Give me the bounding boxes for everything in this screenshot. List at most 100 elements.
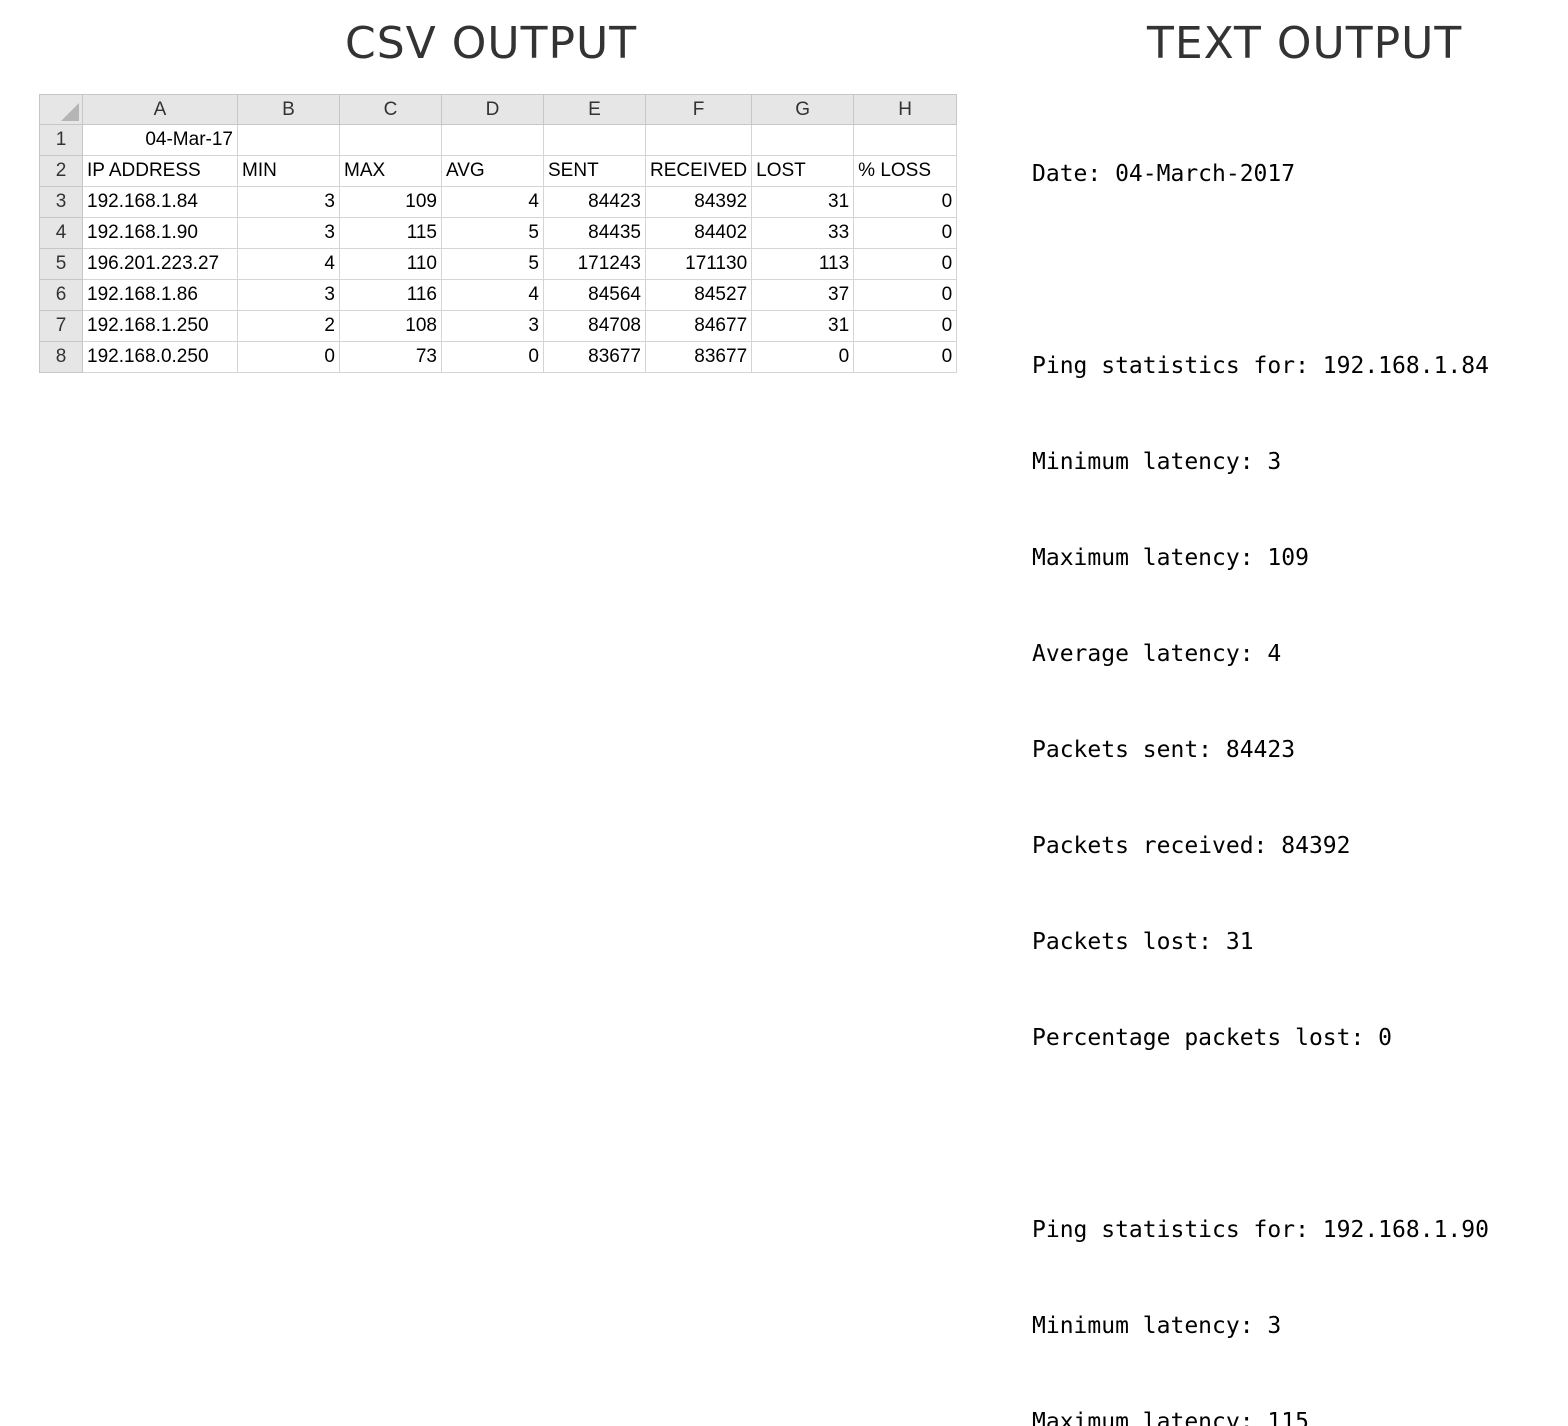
cell[interactable]: 4 [237,248,340,280]
cell[interactable]: 83677 [644,341,753,373]
column-header[interactable]: B [237,94,340,125]
header-cell[interactable]: MAX [339,155,442,187]
header-cell[interactable]: IP ADDRESS [82,155,238,187]
column-header[interactable]: C [339,94,442,125]
column-header[interactable]: E [543,94,646,125]
cell[interactable]: 4 [441,279,544,311]
cell[interactable]: 84708 [543,310,646,342]
select-all-icon [61,103,79,121]
cell[interactable]: 84564 [543,279,646,311]
cell[interactable]: 3 [237,217,340,249]
cell[interactable]: 115 [339,217,442,249]
header-cell[interactable]: RECEIVED [644,155,753,187]
cell[interactable]: 108 [339,310,442,342]
table-row: 5 196.201.223.27 4 110 5 171243 171130 1… [39,248,958,280]
cell[interactable]: 33 [751,217,855,249]
ip-cell[interactable]: 196.201.223.27 [82,248,238,280]
cell[interactable]: 0 [853,186,958,218]
ping-title: Ping statistics for: 192.168.1.90 [1032,1217,1489,1243]
ip-cell[interactable]: 192.168.1.250 [82,310,238,342]
text-output: Date: 04-March-2017 Ping statistics for:… [1032,94,1489,1426]
table-row: 8 192.168.0.250 0 73 0 83677 83677 0 0 [39,341,958,373]
cell[interactable]: 171130 [644,248,753,280]
cell[interactable]: 4 [441,186,544,218]
table-header-row: 2 IP ADDRESS MIN MAX AVG SENT RECEIVED L… [39,155,958,187]
ip-cell[interactable]: 192.168.1.90 [82,217,238,249]
cell[interactable]: 0 [441,341,544,373]
header-cell[interactable]: AVG [441,155,544,187]
cell[interactable]: 84402 [644,217,753,249]
header-cell[interactable]: % LOSS [853,155,958,187]
cell[interactable] [237,124,340,156]
cell[interactable]: 0 [853,341,958,373]
csv-spreadsheet: A B C D E F G H 1 04-Mar-17 2 IP ADDRESS… [39,94,958,373]
cell[interactable]: 84677 [644,310,753,342]
cell[interactable]: 84435 [543,217,646,249]
cell[interactable]: 110 [339,248,442,280]
row-number[interactable]: 3 [39,186,83,218]
table-row: 1 04-Mar-17 [39,124,958,156]
date-line: Date: 04-March-2017 [1032,161,1296,187]
row-number[interactable]: 8 [39,341,83,373]
cell[interactable]: 0 [853,279,958,311]
column-header[interactable]: D [441,94,544,125]
cell[interactable]: 3 [441,310,544,342]
cell[interactable]: 0 [853,310,958,342]
row-number[interactable]: 4 [39,217,83,249]
packets-lost: Packets lost: 31 [1032,929,1254,955]
header-cell[interactable]: SENT [543,155,646,187]
column-header[interactable]: A [82,94,238,125]
cell[interactable]: 37 [751,279,855,311]
max-latency: Maximum latency: 115 [1032,1409,1309,1426]
select-all-corner[interactable] [39,94,83,125]
cell[interactable]: 84527 [644,279,753,311]
ip-cell[interactable]: 192.168.0.250 [82,341,238,373]
table-row: 4 192.168.1.90 3 115 5 84435 84402 33 0 [39,217,958,249]
row-number[interactable]: 2 [39,155,83,187]
percentage-lost: Percentage packets lost: 0 [1032,1025,1393,1051]
date-cell[interactable]: 04-Mar-17 [82,124,238,156]
cell[interactable]: 31 [751,186,855,218]
cell[interactable]: 109 [339,186,442,218]
row-number[interactable]: 7 [39,310,83,342]
column-header[interactable]: G [751,94,855,125]
row-number[interactable]: 6 [39,279,83,311]
cell[interactable]: 2 [237,310,340,342]
cell[interactable] [339,124,442,156]
cell[interactable]: 83677 [543,341,646,373]
avg-latency: Average latency: 4 [1032,641,1282,667]
header-cell[interactable]: MIN [237,155,340,187]
cell[interactable]: 84423 [543,186,646,218]
cell[interactable]: 5 [441,217,544,249]
cell[interactable]: 0 [237,341,340,373]
table-row: 3 192.168.1.84 3 109 4 84423 84392 31 0 [39,186,958,218]
min-latency: Minimum latency: 3 [1032,1313,1282,1339]
cell[interactable]: 113 [751,248,855,280]
cell[interactable]: 116 [339,279,442,311]
cell[interactable]: 171243 [543,248,646,280]
cell[interactable]: 31 [751,310,855,342]
cell[interactable]: 73 [339,341,442,373]
cell[interactable]: 5 [441,248,544,280]
cell[interactable]: 0 [853,217,958,249]
cell[interactable]: 3 [237,186,340,218]
row-number[interactable]: 5 [39,248,83,280]
cell[interactable] [441,124,544,156]
row-number[interactable]: 1 [39,124,83,156]
cell[interactable] [543,124,646,156]
cell[interactable]: 0 [853,248,958,280]
column-header[interactable]: F [644,94,753,125]
cell[interactable] [644,124,753,156]
cell[interactable] [853,124,958,156]
packets-received: Packets received: 84392 [1032,833,1351,859]
ip-cell[interactable]: 192.168.1.84 [82,186,238,218]
max-latency: Maximum latency: 109 [1032,545,1309,571]
header-cell[interactable]: LOST [751,155,855,187]
cell[interactable]: 0 [751,341,855,373]
blank-line [1032,254,1489,286]
ip-cell[interactable]: 192.168.1.86 [82,279,238,311]
cell[interactable] [751,124,855,156]
cell[interactable]: 3 [237,279,340,311]
cell[interactable]: 84392 [644,186,753,218]
column-header[interactable]: H [853,94,958,125]
